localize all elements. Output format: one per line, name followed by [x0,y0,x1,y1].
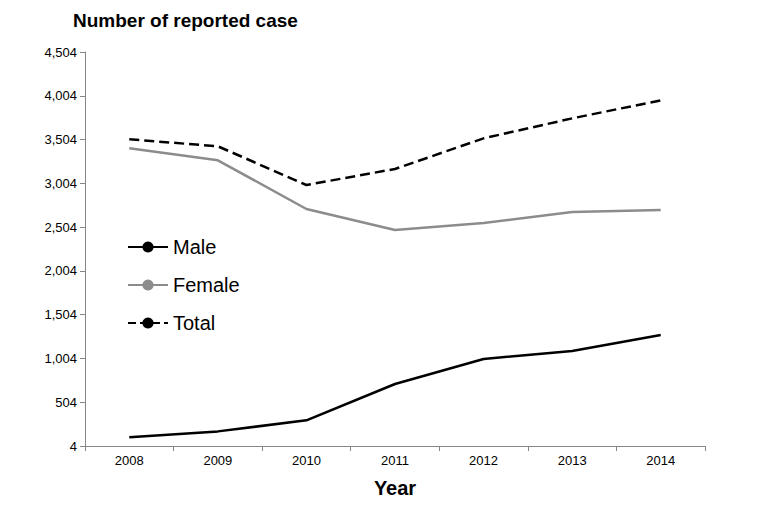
svg-text:Number of reported case: Number of reported case [73,10,298,31]
svg-text:504: 504 [55,395,77,410]
svg-text:3,004: 3,004 [44,176,77,191]
svg-text:Year: Year [374,477,416,499]
svg-text:4,004: 4,004 [44,88,77,103]
svg-text:2008: 2008 [115,453,144,468]
svg-text:2013: 2013 [558,453,587,468]
svg-text:2009: 2009 [203,453,232,468]
svg-text:4: 4 [70,439,77,454]
svg-text:Female: Female [173,274,240,296]
svg-text:Male: Male [173,236,216,258]
svg-text:1,004: 1,004 [44,351,77,366]
svg-text:4,504: 4,504 [44,45,77,60]
svg-text:2010: 2010 [292,453,321,468]
svg-text:2,004: 2,004 [44,263,77,278]
svg-text:Total: Total [173,312,215,334]
svg-text:2011: 2011 [381,453,409,468]
svg-text:3,504: 3,504 [44,132,77,147]
svg-text:2012: 2012 [469,453,498,468]
svg-text:2014: 2014 [646,453,675,468]
svg-text:2,504: 2,504 [44,220,77,235]
svg-text:1,504: 1,504 [44,307,77,322]
